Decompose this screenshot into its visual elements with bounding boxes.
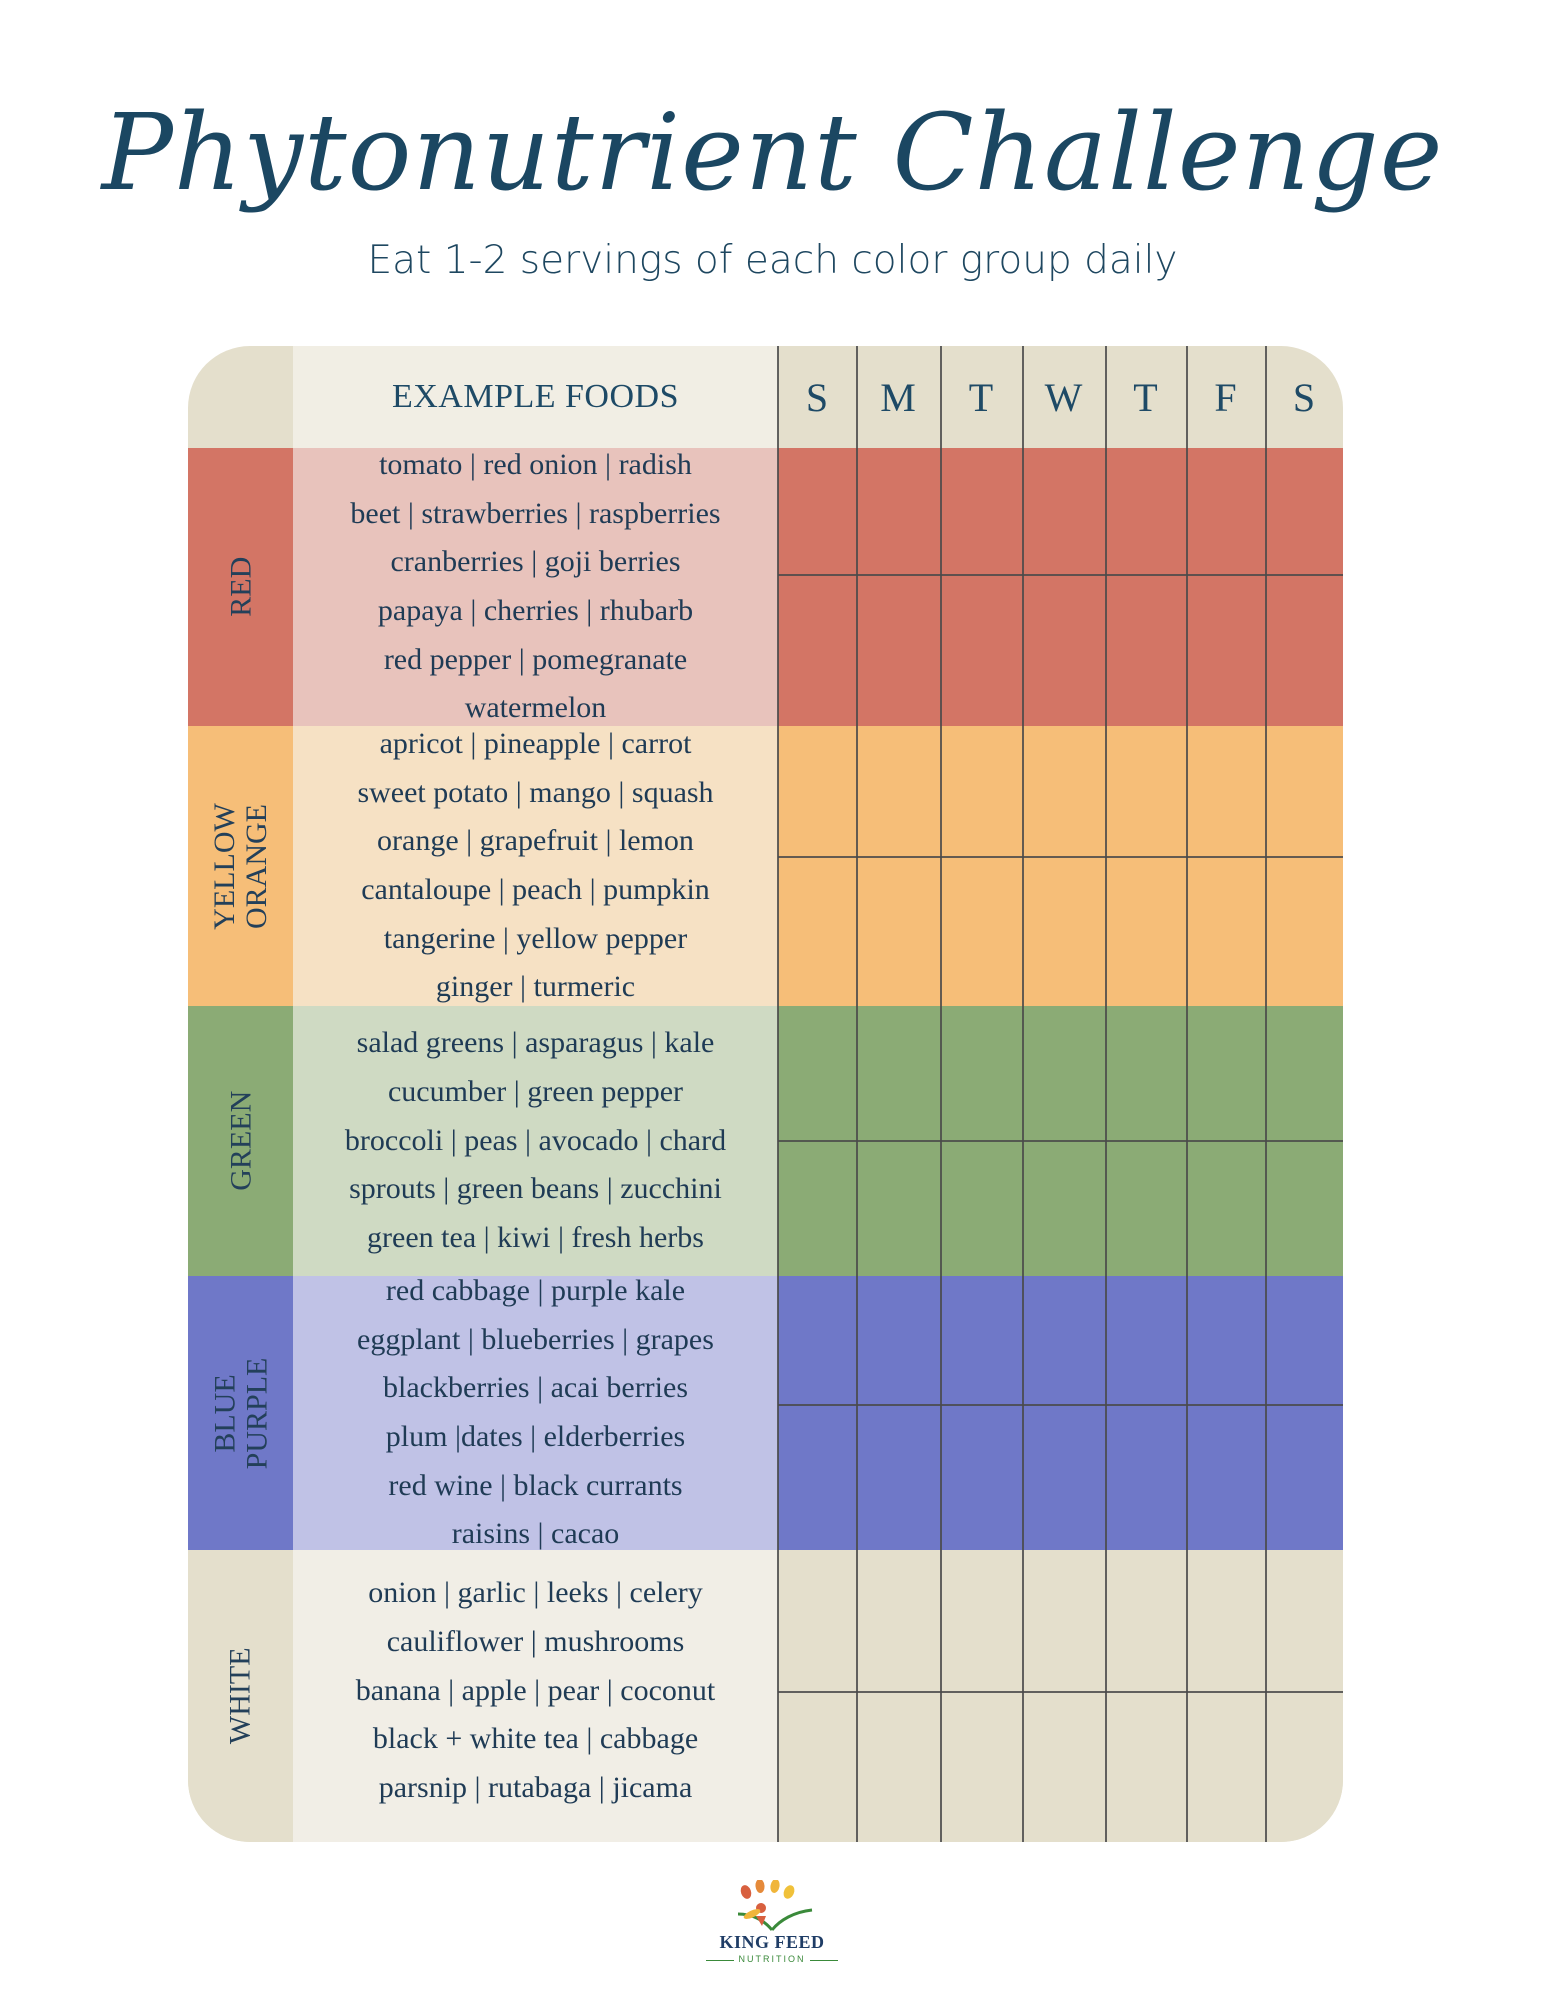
foods-list-white: onion | garlic | leeks | celery cauliflow… [293,1550,778,1842]
food-line: raisins | cacao [451,1517,620,1551]
group-label-text: WHITE [223,1647,257,1745]
group-label-line: YELLOW [208,802,241,930]
food-line: cranberries | goji berries [390,545,681,579]
food-line: parsnip | rutabaga | jicama [378,1771,693,1805]
logo-subname: NUTRITION [738,1954,806,1964]
day-header-mon: M [880,374,916,420]
grid-vline [1186,346,1188,1842]
logo-rule [706,1960,734,1961]
grid-hline-white [778,1691,1343,1693]
foods-list-blue-purple: red cabbage | purple kale eggplant | blue… [293,1274,778,1550]
food-line: ginger | turmeric [435,970,636,1004]
page-title: Phytonutrient Challenge [101,91,1444,214]
day-header-sun: S [805,374,829,420]
day-header-tue: T [968,374,994,420]
day-header-thu: T [1133,374,1158,420]
day-header-sat: S [1292,374,1316,420]
foods-column-header: EXAMPLE FOODS [293,346,778,448]
food-line: red cabbage | purple kale [385,1273,686,1307]
food-line: tomato | red onion | radish [379,447,692,481]
group-label-text: RED [223,557,257,617]
group-label-green: GREEN [188,1006,293,1276]
group-label-text: YELLOW ORANGE [208,802,273,930]
group-label-line: RED [223,557,257,617]
food-line: onion | garlic | leeks | celery [368,1576,703,1610]
group-label-line: GREEN [223,1091,257,1191]
group-label-text: GREEN [223,1091,257,1191]
grid-hline-green [778,1140,1343,1142]
foods-list-yellow-orange: apricot | pineapple | carrot sweet potato… [293,726,778,1006]
food-line: cauliflower | mushrooms [386,1624,685,1658]
brand-logo: KING FEED NUTRITION [672,1880,872,1970]
food-line: salad greens | asparagus | kale [356,1026,715,1060]
food-line: sprouts | green beans | zucchini [349,1172,722,1206]
check-grid-red[interactable] [778,448,1343,726]
group-label-white: WHITE [188,1550,293,1842]
tracker-chart: EXAMPLE FOODS S M T W T F S RED tomato |… [188,346,1343,1842]
check-grid-white[interactable] [778,1550,1343,1842]
foods-list-green: salad greens | asparagus | kale cucumber … [293,1006,778,1276]
food-line: green tea | kiwi | fresh herbs [367,1221,704,1255]
food-line: banana | apple | pear | coconut [355,1673,716,1707]
group-label-red: RED [188,448,293,726]
food-line: papaya | cherries | rhubarb [377,594,694,627]
sprout-icon [737,1880,813,1931]
food-line: red pepper | pomegranate [383,642,688,676]
food-line: sweet potato | mango | squash [357,775,714,809]
foods-list-red: tomato | red onion | radish beet | strawb… [293,448,778,726]
food-line: black + white tea | cabbage [372,1722,699,1756]
day-header-fri: F [1214,374,1237,420]
group-label-line: BLUE [208,1373,242,1453]
food-line: apricot | pineapple | carrot [379,726,692,760]
food-line: watermelon [464,691,607,725]
food-line: eggplant | blueberries | grapes [357,1322,714,1356]
grid-hline-blue-purple [778,1404,1343,1406]
grid-hline-yellow-orange [778,856,1343,858]
food-line: plum |dates | elderberries [385,1420,686,1453]
group-label-blue-purple: BLUE PURPLE [188,1276,293,1550]
food-line: tangerine | yellow pepper [383,921,688,955]
group-label-line: ORANGE [239,803,273,929]
group-label-yellow-orange: YELLOW ORANGE [188,726,293,1006]
food-line: broccoli | peas | avocado | chard [344,1123,727,1157]
logo-rule [810,1960,838,1961]
grid-vline [1265,346,1267,1842]
food-line: blackberries | acai berries [383,1371,688,1405]
food-line: beet | strawberries | raspberries [350,496,721,530]
grid-vline [940,346,942,1842]
page-subtitle: Eat 1-2 servings of each color group dai… [367,238,1178,283]
food-line: orange | grapefruit | lemon [377,824,694,858]
check-grid-blue-purple[interactable] [778,1276,1343,1550]
group-label-line: WHITE [223,1647,257,1745]
food-line: red wine | black currants [388,1468,683,1502]
day-header-wed: W [1044,374,1083,420]
group-label-line: PURPLE [239,1357,273,1469]
grid-vline [1022,346,1024,1842]
grid-hline-red [778,574,1343,576]
grid-vline [777,346,779,1842]
check-grid-yellow-orange[interactable] [778,726,1343,1006]
grid-vline [856,346,858,1842]
food-line: cucumber | green pepper [387,1074,684,1108]
group-label-text: BLUE PURPLE [208,1357,273,1469]
logo-name: KING FEED [719,1932,825,1952]
grid-vline [1105,346,1107,1842]
food-line: cantaloupe | peach | pumpkin [361,873,710,906]
